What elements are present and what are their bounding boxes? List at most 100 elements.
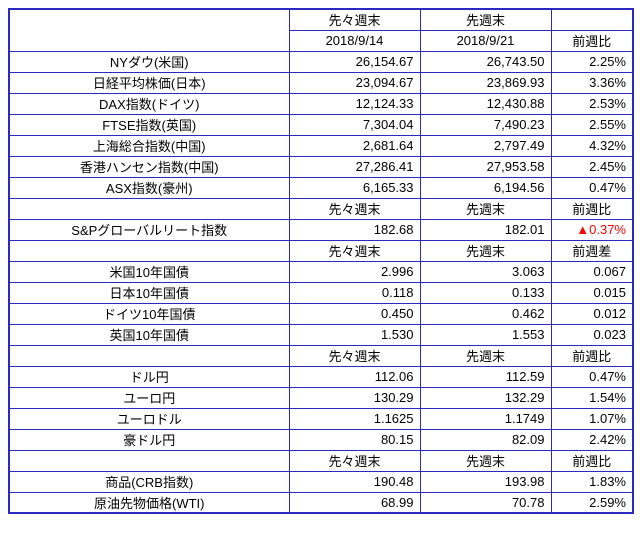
instrument-name: 日経平均株価(日本) [8, 71, 290, 94]
change-value: 0.023 [550, 323, 634, 346]
table-row: ドル円 112.06 112.59 0.47% [8, 365, 634, 388]
table-row: ASX指数(豪州) 6,165.33 6,194.56 0.47% [8, 176, 634, 199]
col-header-prev1: 先週末 [419, 197, 552, 220]
prev1-value: 70.78 [419, 491, 552, 514]
table-row: 米国10年国債 2.996 3.063 0.067 [8, 260, 634, 283]
instrument-name: 上海総合指数(中国) [8, 134, 290, 157]
instrument-name: ユーロドル [8, 407, 290, 430]
table-row: 香港ハンセン指数(中国) 27,286.41 27,953.58 2.45% [8, 155, 634, 178]
col-header-prev2: 先々週末 [288, 344, 421, 367]
table-row: 商品(CRB指数) 190.48 193.98 1.83% [8, 470, 634, 493]
col-header-prev1: 先週末 [419, 8, 552, 31]
change-value: 2.45% [550, 155, 634, 178]
table-row: ユーロドル 1.1625 1.1749 1.07% [8, 407, 634, 430]
col-header-prev1: 先週末 [419, 344, 552, 367]
change-value: 1.83% [550, 470, 634, 493]
change-value: 2.42% [550, 428, 634, 451]
col-header-change: 前週比 [550, 449, 634, 472]
col-header-prev1-date: 2018/9/21 [419, 29, 552, 52]
col-header-prev1: 先週末 [419, 239, 552, 262]
prev1-value: 1.1749 [419, 407, 552, 430]
change-value: 0.067 [550, 260, 634, 283]
table-row: 原油先物価格(WTI) 68.99 70.78 2.59% [8, 491, 634, 514]
prev1-value: 182.01 [419, 218, 552, 241]
change-value: 3.36% [550, 71, 634, 94]
prev2-value: 12,124.33 [288, 92, 421, 115]
col-header-diff: 前週差 [550, 239, 634, 262]
prev2-value: 6,165.33 [288, 176, 421, 199]
prev1-value: 0.133 [419, 281, 552, 304]
change-value: 2.25% [550, 50, 634, 73]
prev1-value: 82.09 [419, 428, 552, 451]
table-row: 英国10年国債 1.530 1.553 0.023 [8, 323, 634, 346]
change-value: 2.55% [550, 113, 634, 136]
section-title-bonds: <債券>(利回り)(%) [8, 239, 290, 262]
prev2-value: 2,681.64 [288, 134, 421, 157]
col-header-change: 前週比 [550, 344, 634, 367]
market-table: <株式> 先々週末 先週末 2018/9/14 2018/9/21 前週比 NY… [8, 8, 634, 514]
col-header-prev2-date: 2018/9/14 [288, 29, 421, 52]
table-row: 豪ドル円 80.15 82.09 2.42% [8, 428, 634, 451]
prev2-value: 27,286.41 [288, 155, 421, 178]
change-value: 1.07% [550, 407, 634, 430]
instrument-name: 原油先物価格(WTI) [8, 491, 290, 514]
prev1-value: 7,490.23 [419, 113, 552, 136]
prev1-value: 12,430.88 [419, 92, 552, 115]
prev2-value: 7,304.04 [288, 113, 421, 136]
instrument-name: ドル円 [8, 365, 290, 388]
instrument-name: 米国10年国債 [8, 260, 290, 283]
section-header-row: <為替> 先々週末 先週末 前週比 [8, 344, 634, 367]
table-row: ユーロ円 130.29 132.29 1.54% [8, 386, 634, 409]
instrument-name: 豪ドル円 [8, 428, 290, 451]
change-value: 1.54% [550, 386, 634, 409]
instrument-name: 英国10年国債 [8, 323, 290, 346]
instrument-name: 日本10年国債 [8, 281, 290, 304]
prev1-value: 6,194.56 [419, 176, 552, 199]
table-row: DAX指数(ドイツ) 12,124.33 12,430.88 2.53% [8, 92, 634, 115]
instrument-name: 香港ハンセン指数(中国) [8, 155, 290, 178]
section-title-fx: <為替> [8, 344, 290, 367]
instrument-name: S&Pグローバルリート指数 [8, 218, 290, 241]
prev1-value: 2,797.49 [419, 134, 552, 157]
instrument-name: FTSE指数(英国) [8, 113, 290, 136]
section-header-row: <債券>(利回り)(%) 先々週末 先週末 前週差 [8, 239, 634, 262]
table-row: 上海総合指数(中国) 2,681.64 2,797.49 4.32% [8, 134, 634, 157]
section-header-row: <商品> 先々週末 先週末 前週比 [8, 449, 634, 472]
prev1-value: 0.462 [419, 302, 552, 325]
change-value-negative: ▲0.37% [550, 218, 634, 241]
col-header-prev1: 先週末 [419, 449, 552, 472]
prev1-value: 1.553 [419, 323, 552, 346]
instrument-name: ユーロ円 [8, 386, 290, 409]
page: <株式> 先々週末 先週末 2018/9/14 2018/9/21 前週比 NY… [8, 8, 634, 514]
table-row: S&Pグローバルリート指数 182.68 182.01 ▲0.37% [8, 218, 634, 241]
table-row: 日経平均株価(日本) 23,094.67 23,869.93 3.36% [8, 71, 634, 94]
prev2-value: 130.29 [288, 386, 421, 409]
instrument-name: 商品(CRB指数) [8, 470, 290, 493]
prev2-value: 112.06 [288, 365, 421, 388]
section-title-commodities: <商品> [8, 449, 290, 472]
change-value: 2.59% [550, 491, 634, 514]
prev1-value: 112.59 [419, 365, 552, 388]
empty-cell [550, 8, 634, 31]
prev2-value: 0.118 [288, 281, 421, 304]
change-value: 0.012 [550, 302, 634, 325]
col-header-prev2: 先々週末 [288, 449, 421, 472]
prev2-value: 23,094.67 [288, 71, 421, 94]
prev2-value: 80.15 [288, 428, 421, 451]
prev2-value: 1.530 [288, 323, 421, 346]
section-header-row: <リート> 先々週末 先週末 前週比 [8, 197, 634, 220]
prev1-value: 26,743.50 [419, 50, 552, 73]
prev2-value: 182.68 [288, 218, 421, 241]
prev2-value: 190.48 [288, 470, 421, 493]
instrument-name: ドイツ10年国債 [8, 302, 290, 325]
change-value: 0.015 [550, 281, 634, 304]
prev1-value: 3.063 [419, 260, 552, 283]
instrument-name: ASX指数(豪州) [8, 176, 290, 199]
table-row: 日本10年国債 0.118 0.133 0.015 [8, 281, 634, 304]
instrument-name: DAX指数(ドイツ) [8, 92, 290, 115]
stocks-header-row-2: 2018/9/14 2018/9/21 前週比 [9, 29, 634, 52]
instrument-name: NYダウ(米国) [8, 50, 290, 73]
table-row: FTSE指数(英国) 7,304.04 7,490.23 2.55% [8, 113, 634, 136]
prev1-value: 27,953.58 [419, 155, 552, 178]
table-row: NYダウ(米国) 26,154.67 26,743.50 2.25% [8, 50, 634, 73]
